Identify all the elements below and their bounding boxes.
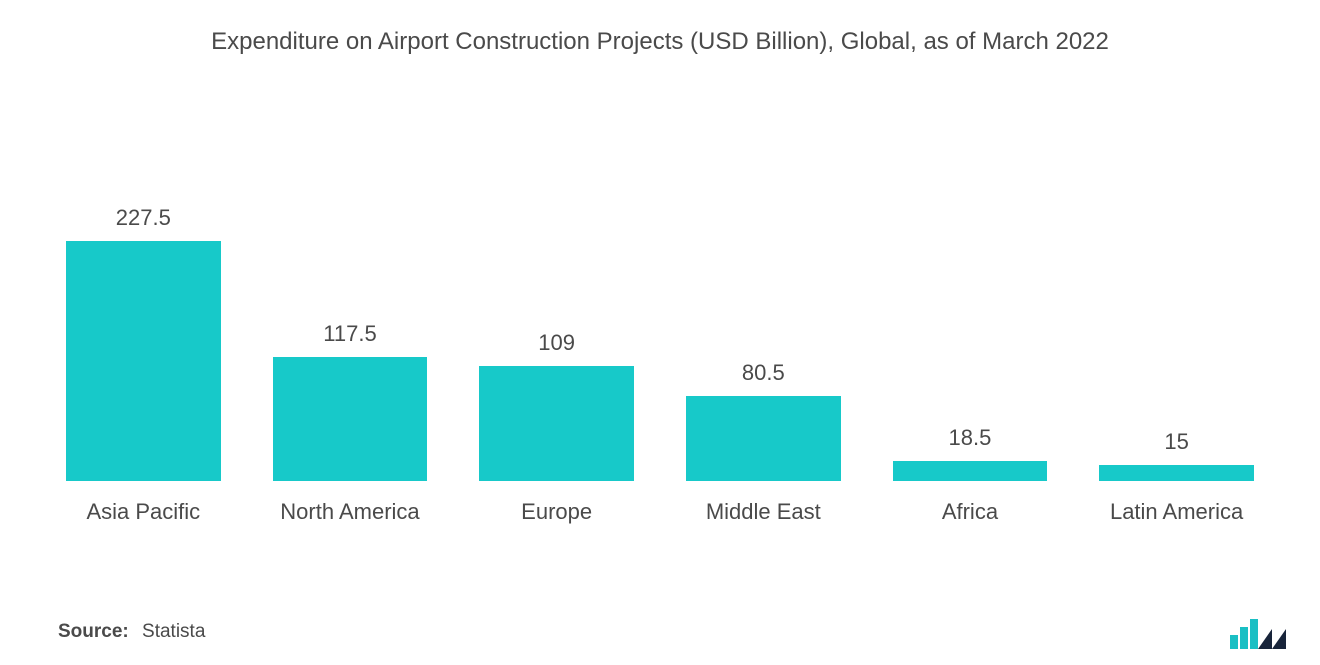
bar-group: 80.5 Middle East (664, 360, 862, 525)
bar-category-label: Africa (942, 499, 998, 525)
bar-value-label: 109 (538, 330, 575, 356)
bar-group: 227.5 Asia Pacific (44, 205, 242, 525)
bar-group: 15 Latin America (1077, 429, 1275, 525)
source-line: Source: Statista (58, 621, 205, 643)
bar (66, 241, 221, 481)
source-prefix: Source: (58, 621, 129, 642)
source-name: Statista (142, 621, 205, 642)
bar-category-label: Europe (521, 499, 592, 525)
bar-group: 117.5 North America (251, 321, 449, 525)
bar-value-label: 117.5 (323, 321, 376, 347)
bar-value-label: 18.5 (949, 425, 992, 451)
bar (686, 396, 841, 481)
bar-value-label: 227.5 (116, 205, 171, 231)
brand-logo-icon (1228, 609, 1290, 653)
bar-category-label: Asia Pacific (86, 499, 200, 525)
chart-title: Expenditure on Airport Construction Proj… (0, 28, 1320, 56)
bar-value-label: 15 (1164, 429, 1188, 455)
bar-category-label: North America (280, 499, 419, 525)
bar-value-label: 80.5 (742, 360, 785, 386)
bar-group: 18.5 Africa (871, 425, 1069, 525)
bar-category-label: Middle East (706, 499, 821, 525)
bar-chart: 227.5 Asia Pacific 117.5 North America 1… (40, 120, 1280, 525)
bar (893, 461, 1048, 481)
bar (273, 357, 428, 481)
bar-group: 109 Europe (457, 330, 655, 525)
bar-category-label: Latin America (1110, 499, 1243, 525)
bar (479, 366, 634, 481)
bar (1099, 465, 1254, 481)
